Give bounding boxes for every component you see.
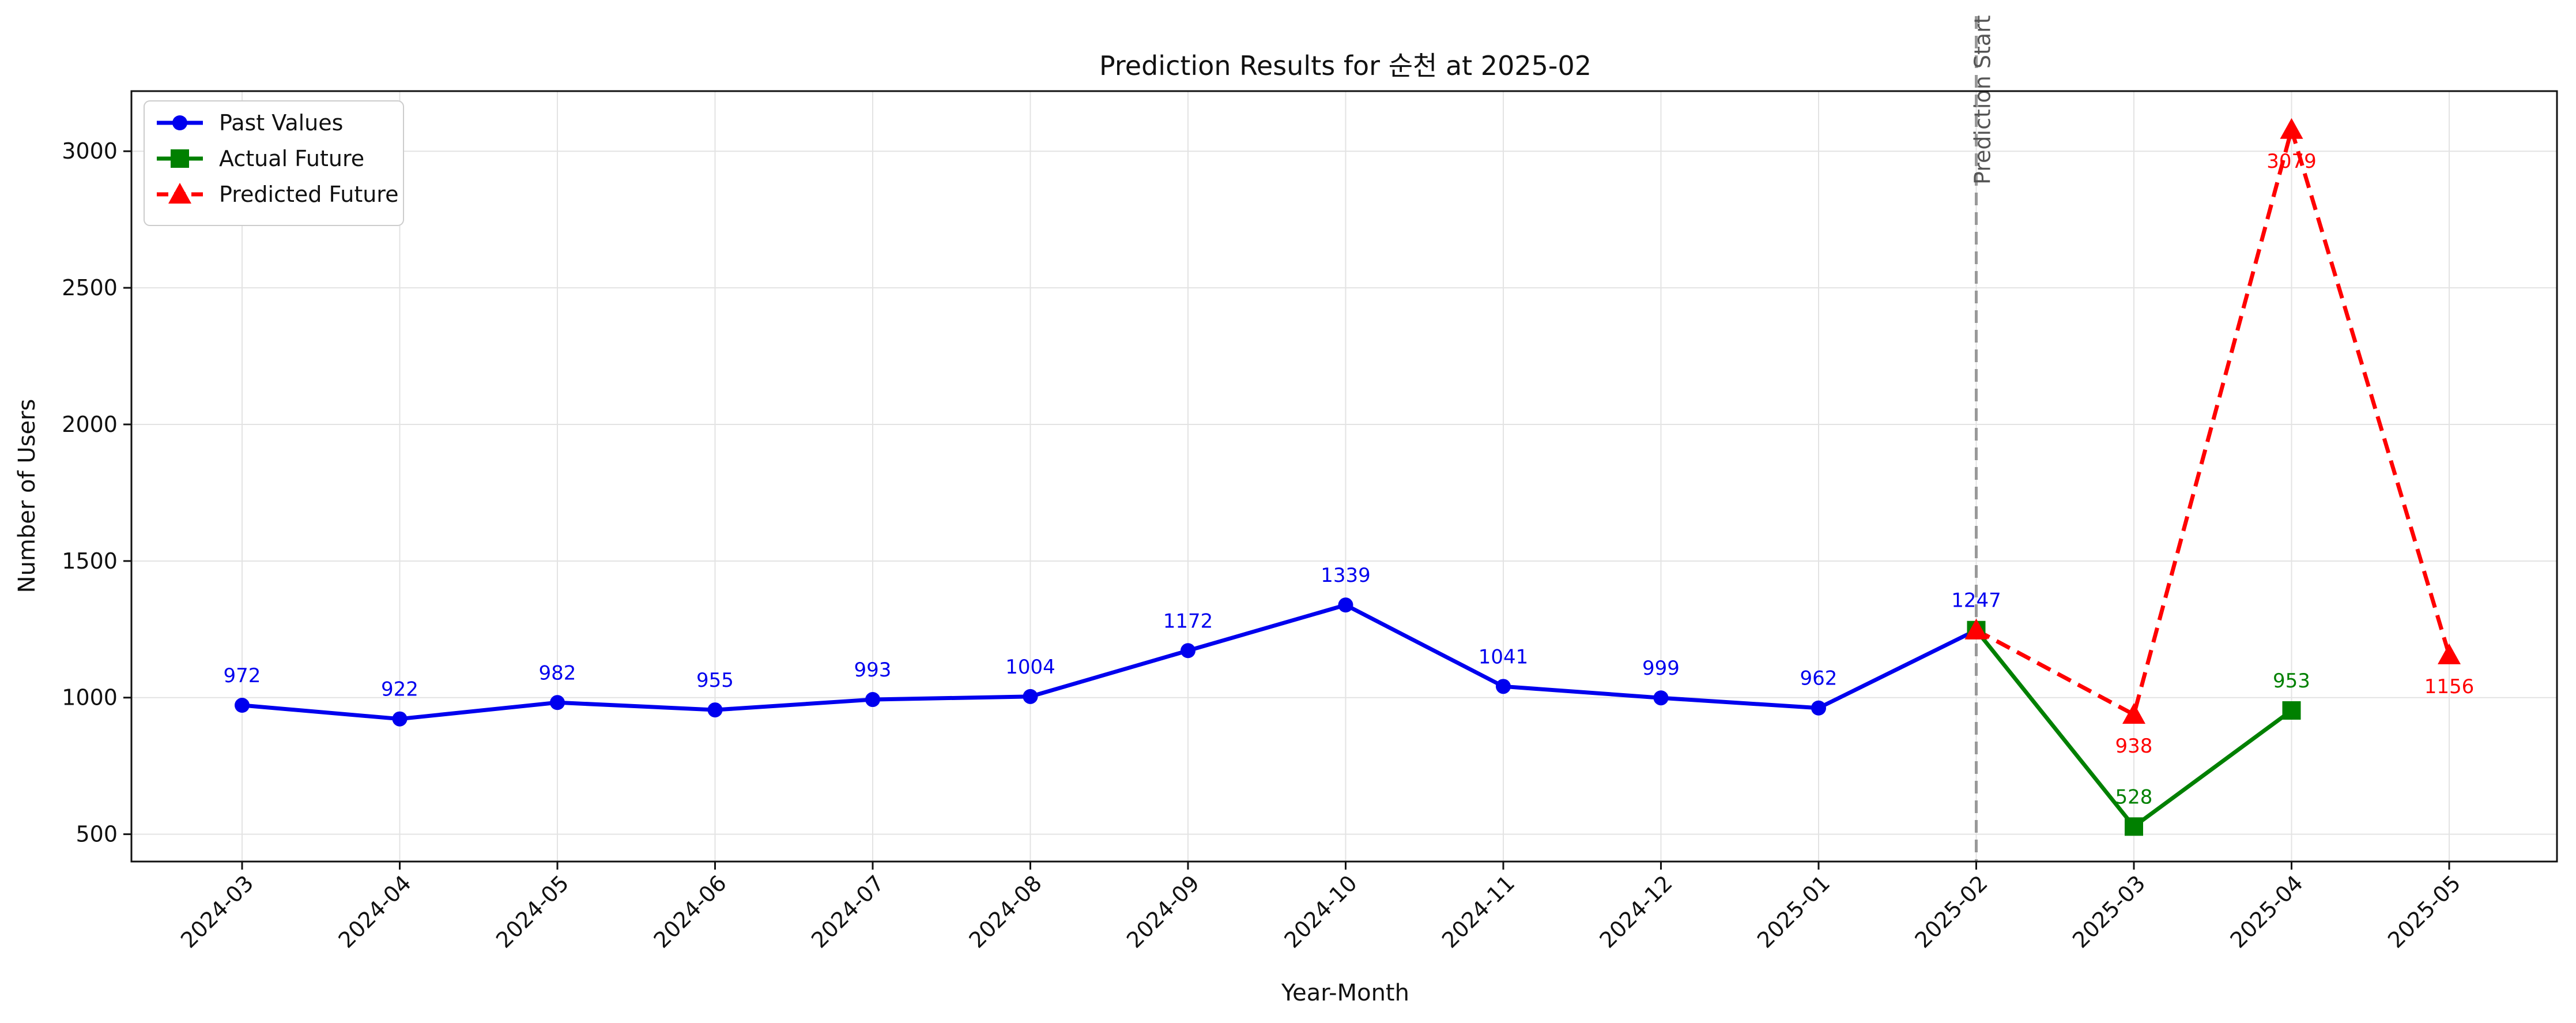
legend-label-actual-future: Actual Future [219, 146, 364, 171]
data-label-actual-future-2025-03: 528 [2115, 785, 2153, 808]
data-label-past-values-2024-07: 993 [854, 659, 892, 682]
y-tick-label-500: 500 [76, 822, 118, 847]
data-label-past-values-2024-09: 1172 [1163, 610, 1213, 633]
data-label-actual-future-2025-04: 953 [2273, 670, 2310, 693]
legend-marker-actual-future [171, 149, 189, 168]
prediction-start-marker: Prediction Start [1970, 15, 1996, 862]
data-label-past-values-2024-05: 982 [539, 661, 576, 684]
point-predicted-future-2025-04 [2280, 118, 2303, 139]
series-line-past-values [242, 603, 1978, 721]
point-past-values-2024-12 [1653, 690, 1669, 706]
legend: Past Values Actual Future Predicted Future [144, 100, 404, 226]
data-label-past-values-2024-04: 922 [381, 678, 418, 701]
y-tick-label-1500: 1500 [62, 548, 118, 574]
data-label-predicted-future-2025-04: 3079 [2266, 150, 2317, 173]
point-past-values-2024-05 [550, 695, 565, 710]
data-label-predicted-future-2025-05: 1156 [2424, 675, 2475, 698]
point-predicted-future-2025-02 [1964, 618, 1988, 640]
y-tick-label-3000: 3000 [62, 138, 118, 164]
point-predicted-future-2025-05 [2438, 643, 2461, 664]
y-tick-label-1000: 1000 [62, 685, 118, 710]
legend-frame [144, 100, 404, 226]
legend-marker-predicted-future [168, 183, 191, 204]
point-past-values-2024-07 [865, 692, 880, 708]
point-past-values-2024-08 [1023, 689, 1038, 704]
data-label-past-values-2024-10: 1339 [1321, 564, 1371, 587]
data-label-past-values-2025-01: 962 [1800, 667, 1838, 690]
legend-marker-past-values [172, 115, 187, 130]
legend-label-predicted-future: Predicted Future [219, 182, 398, 207]
y-axis-label: Number of Users [14, 399, 40, 593]
x-axis-label: Year-Month [1281, 980, 1409, 1006]
data-label-past-values-2024-11: 1041 [1479, 645, 1529, 668]
plot-frame [130, 90, 2558, 863]
series [235, 118, 2461, 836]
point-past-values-2024-06 [707, 702, 723, 718]
data-label-predicted-future-2025-03: 938 [2115, 735, 2153, 758]
point-past-values-2024-04 [392, 711, 408, 727]
data-label-past-values-2025-02: 1247 [1951, 589, 2001, 612]
data-label-past-values-2024-03: 972 [224, 664, 261, 687]
legend-label-past-values: Past Values [219, 110, 343, 136]
grid [131, 91, 2557, 862]
point-actual-future-2025-03 [2125, 817, 2143, 836]
data-label-past-values-2024-06: 955 [696, 669, 734, 692]
point-past-values-2024-03 [235, 698, 250, 713]
data-label-past-values-2024-08: 1004 [1005, 656, 1055, 679]
y-tick-label-2500: 2500 [62, 275, 118, 300]
point-past-values-2025-01 [1811, 700, 1826, 716]
point-predicted-future-2025-03 [2122, 703, 2145, 724]
point-past-values-2024-11 [1496, 679, 1511, 694]
data-labels: 972 922 982 955 993 1004 1172 1339 1041 999 962 124… [224, 150, 2475, 809]
prediction-start-label: Prediction Start [1970, 15, 1996, 185]
point-past-values-2024-09 [1180, 643, 1195, 659]
point-past-values-2024-10 [1338, 597, 1353, 613]
y-axis-ticks: 500 1000 1500 2000 2500 3000 [62, 138, 131, 847]
point-actual-future-2025-04 [2282, 701, 2301, 720]
data-label-past-values-2024-12: 999 [1642, 657, 1680, 680]
y-tick-label-2000: 2000 [62, 412, 118, 437]
chart-title: Prediction Results for 순천 at 2025-02 [1099, 50, 1591, 81]
